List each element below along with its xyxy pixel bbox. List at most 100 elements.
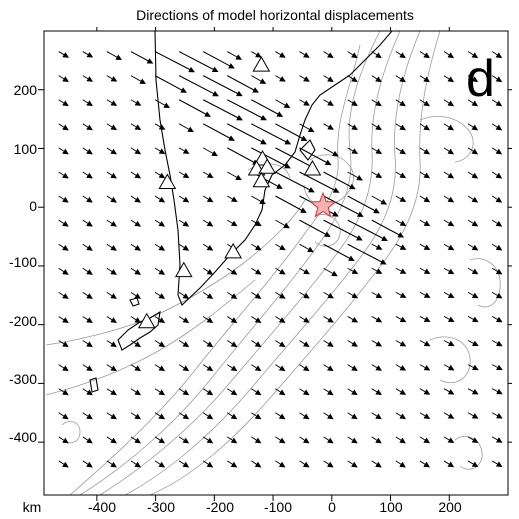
displacement-arrow [491,436,503,443]
displacement-arrow [58,51,69,58]
displacement-arrow [154,340,166,348]
displacement-arrow [443,267,455,275]
displacement-arrow [130,291,141,299]
displacement-arrow [106,436,117,444]
displacement-arrow [299,412,310,420]
displacement-arrow [82,364,93,372]
displacement-arrow [154,412,166,420]
displacement-arrow [178,147,190,154]
displacement-arrow [58,340,69,348]
displacement-arrow [251,147,291,169]
displacement-arrow [299,316,310,323]
displacement-arrow [202,123,235,141]
displacement-arrow [467,291,479,299]
displacement-arrow [82,171,93,179]
displacement-arrow [419,340,431,347]
displacement-arrow [275,195,307,213]
displacement-arrow [58,147,69,155]
panel-label: d [466,50,495,108]
displacement-arrow [227,388,238,396]
displacement-arrow [130,364,141,372]
displacement-arrow [395,388,407,395]
displacement-arrow [202,195,214,203]
y-tick-label: -300 [9,371,37,387]
displacement-arrow [106,147,117,155]
gps-stations [137,56,322,329]
displacement-arrow [419,243,431,251]
displacement-arrow [371,340,383,347]
displacement-arrow [275,75,286,82]
displacement-arrow [491,388,503,395]
displacement-arrow [82,219,93,227]
station-triangle [174,261,193,278]
displacement-arrow [82,340,93,348]
displacement-arrow [251,267,262,275]
x-tick-label: -200 [206,499,234,515]
displacement-arrow [419,267,431,274]
displacement-arrow [371,388,382,396]
displacement-arrow [371,171,383,178]
displacement-arrow [467,75,479,83]
displacement-arrow [106,388,117,396]
displacement-arrow [299,460,310,468]
displacement-arrow [371,51,382,59]
displacement-arrow [130,99,142,106]
displacement-arrow [467,195,479,203]
displacement-arrow [443,340,455,347]
displacement-arrow [443,364,455,371]
displacement-arrow [227,412,238,420]
displacement-arrow [154,51,195,73]
displacement-arrow [371,316,383,323]
displacement-arrow [178,364,190,372]
displacement-arrow [419,123,430,131]
displacement-arrow [467,51,479,59]
displacement-arrow [395,412,407,420]
displacement-arrow [347,291,359,299]
displacement-arrow [419,195,431,203]
displacement-arrow [419,219,431,227]
displacement-arrow [154,195,166,203]
displacement-arrow [130,460,141,468]
displacement-arrow [371,364,383,371]
displacement-arrow [106,75,118,82]
displacement-arrow [323,75,334,82]
displacement-arrow [227,364,238,372]
displacement-arrow [82,75,94,82]
displacement-arrow [443,412,455,419]
displacement-arrow [154,99,170,109]
displacement-arrow [275,291,286,299]
displacement-arrow [323,340,334,347]
bathymetry-contours [45,31,501,495]
displacement-arrow [275,267,286,275]
displacement-arrow [299,99,310,106]
displacement-arrow [299,75,310,82]
displacement-arrow [202,388,214,396]
displacement-arrow [58,171,69,179]
displacement-arrow [154,75,187,93]
coastline [89,31,393,393]
displacement-arrow [299,364,310,372]
displacement-arrow [323,388,334,396]
displacement-arrow [323,195,364,217]
displacement-arrow [323,219,363,241]
displacement-arrow [443,291,455,299]
displacement-arrow [251,75,267,84]
displacement-arrow [491,99,503,107]
displacement-arrow [371,460,382,468]
displacement-arrow [226,75,259,93]
displacement-arrow [178,340,190,348]
station-triangle [158,173,177,190]
displacement-arrow [58,195,69,203]
displacement-arrow [178,243,190,251]
displacement-arrow [130,436,141,444]
displacement-arrow [323,436,334,444]
displacement-arrow [323,147,339,157]
displacement-arrow [130,219,141,227]
displacement-arrow [491,147,503,155]
displacement-arrow [58,364,69,372]
displacement-arrow [82,436,93,444]
displacement-arrow [106,267,117,275]
displacement-arrow [323,267,338,277]
displacement-arrow [227,436,238,444]
displacement-arrow [299,123,315,133]
